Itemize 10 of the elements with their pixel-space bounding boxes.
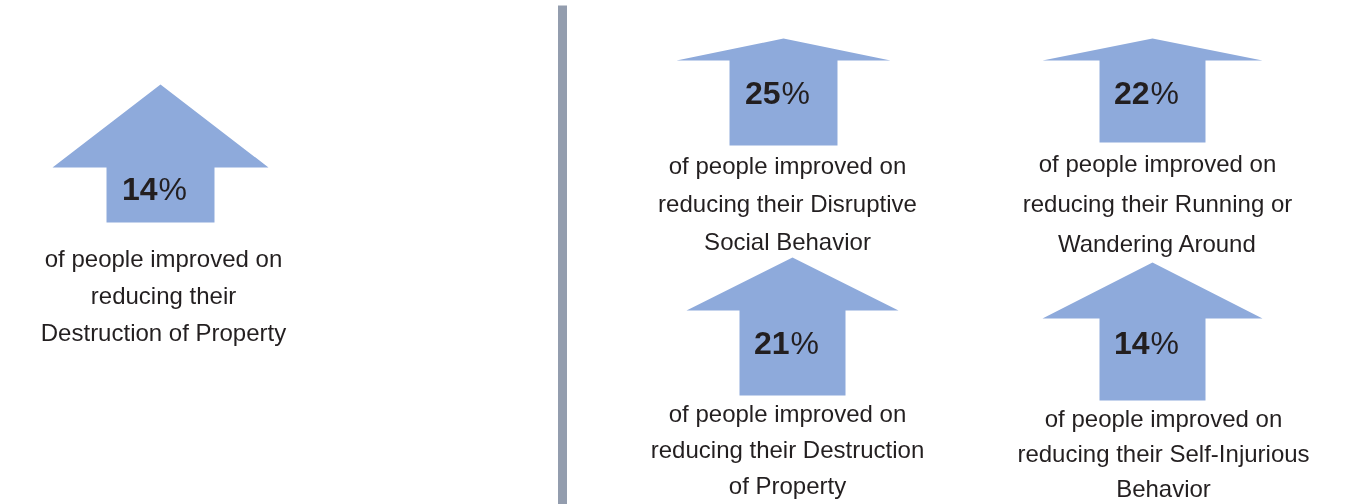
category-label: of people improved on reducing their Self-Injurious Behavior [1017, 405, 1310, 502]
category-label: of people improved on reducing their Destruction of Property [40, 245, 287, 346]
data-label: 22% [1113, 74, 1179, 111]
data-label: 14% [1113, 324, 1179, 361]
category-label: of people improved on reducing their Destruction of Property [650, 400, 925, 499]
data-label: 14% [121, 170, 187, 207]
data-label: 25% [744, 74, 810, 111]
category-label: of people improved on reducing their Running or Wandering Around [1022, 150, 1293, 257]
data-label: 21% [753, 324, 819, 361]
category-label: of people improved on reducing their Disruptive Social Behavior [658, 152, 917, 255]
